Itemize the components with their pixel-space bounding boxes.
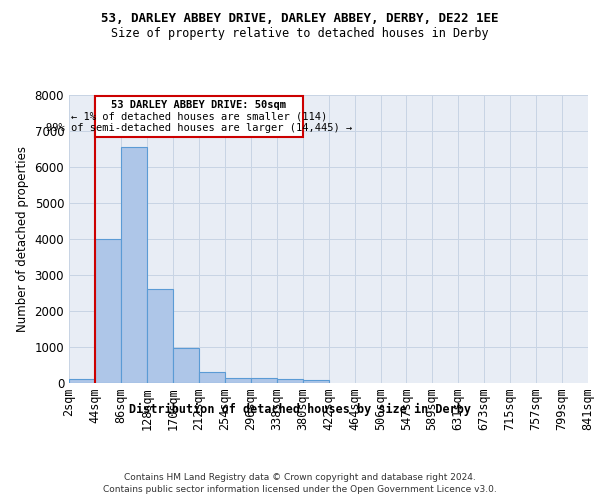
Text: 53 DARLEY ABBEY DRIVE: 50sqm: 53 DARLEY ABBEY DRIVE: 50sqm xyxy=(112,100,286,110)
Text: Contains HM Land Registry data © Crown copyright and database right 2024.: Contains HM Land Registry data © Crown c… xyxy=(124,472,476,482)
Bar xyxy=(251,378,277,382)
Text: 53, DARLEY ABBEY DRIVE, DARLEY ABBEY, DERBY, DE22 1EE: 53, DARLEY ABBEY DRIVE, DARLEY ABBEY, DE… xyxy=(101,12,499,26)
Bar xyxy=(277,380,303,382)
FancyBboxPatch shape xyxy=(95,96,303,138)
Bar xyxy=(225,378,251,382)
Bar xyxy=(121,147,147,382)
Bar xyxy=(199,372,225,382)
Bar xyxy=(173,348,199,382)
Text: ← 1% of detached houses are smaller (114): ← 1% of detached houses are smaller (114… xyxy=(71,112,327,122)
Text: Distribution of detached houses by size in Derby: Distribution of detached houses by size … xyxy=(129,402,471,415)
Y-axis label: Number of detached properties: Number of detached properties xyxy=(16,146,29,332)
Text: Size of property relative to detached houses in Derby: Size of property relative to detached ho… xyxy=(111,28,489,40)
Bar xyxy=(95,239,121,382)
Bar xyxy=(303,380,329,382)
Bar xyxy=(69,379,95,382)
Text: 99% of semi-detached houses are larger (14,445) →: 99% of semi-detached houses are larger (… xyxy=(46,123,352,133)
Bar xyxy=(147,289,173,382)
Text: Contains public sector information licensed under the Open Government Licence v3: Contains public sector information licen… xyxy=(103,485,497,494)
